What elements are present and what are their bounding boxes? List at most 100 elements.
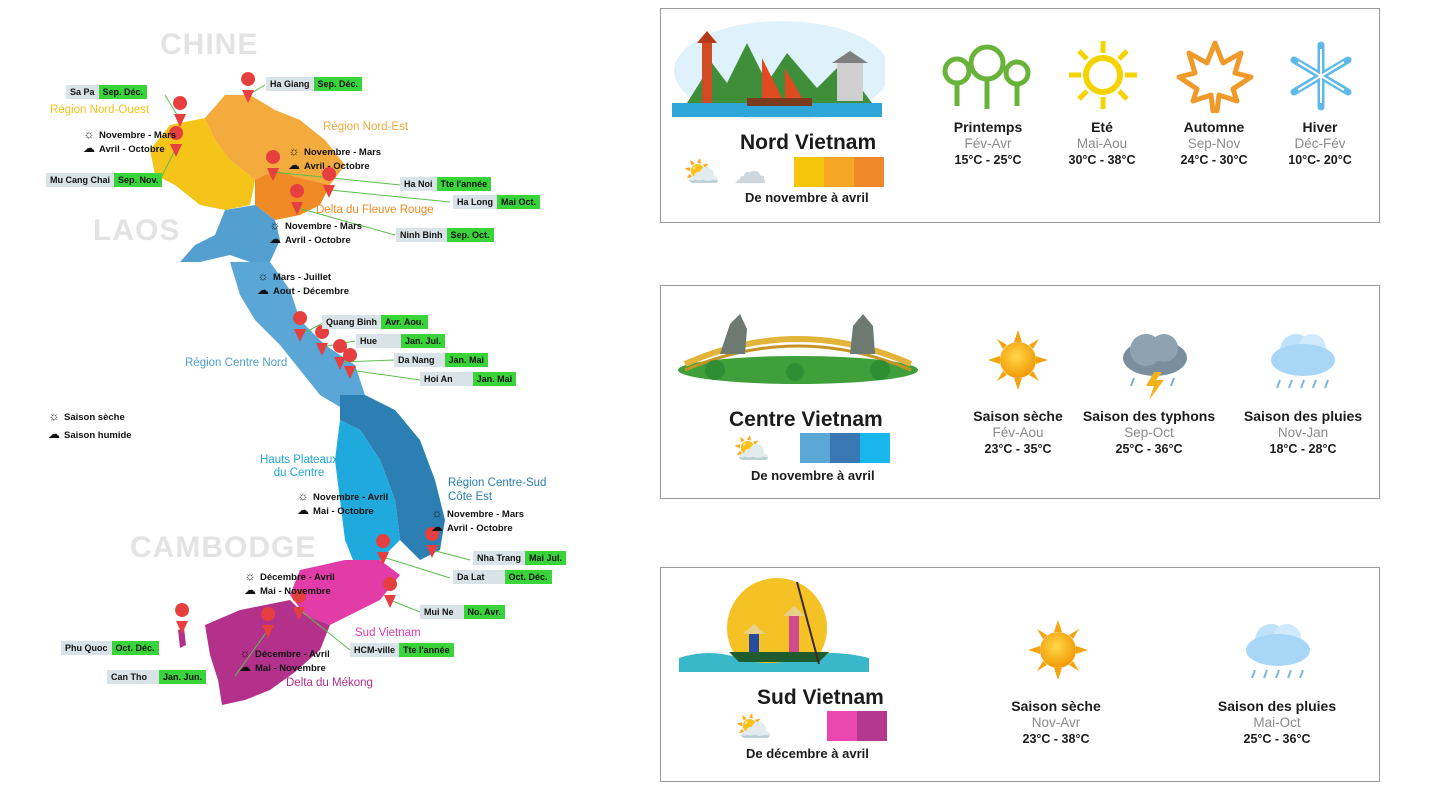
sun-icon: ☼ xyxy=(257,269,269,283)
city-tag-mucangchai: Mu Cang Chai Sep. Nov. xyxy=(46,173,163,187)
vietnam-map: CHINE LAOS CAMBODGE Région Nord-Ouest Ré… xyxy=(0,0,640,810)
season-temp: 23°C - 35°C xyxy=(984,442,1052,456)
region-label-fleuve-rouge: Delta du Fleuve Rouge xyxy=(316,204,434,216)
best-months: Sep. Déc. xyxy=(98,85,148,99)
best-months: Tte l'année xyxy=(399,643,454,657)
season-typhons: Saison des typhons Sep-Oct 25°C - 36°C xyxy=(1074,408,1224,456)
region-color-swatch xyxy=(794,157,884,187)
season-name: Eté xyxy=(1091,119,1113,135)
sun-icon xyxy=(1028,620,1088,685)
city-name: Mu Cang Chai xyxy=(46,173,114,187)
region-shape-centre-nord xyxy=(180,205,280,262)
season-printemps: Printemps Fév-Avr 15°C - 25°C xyxy=(913,119,1063,167)
season-name: Hiver xyxy=(1302,119,1338,135)
city-name: Mui Ne xyxy=(420,605,464,619)
season-name: Saison sèche xyxy=(1011,698,1101,714)
city-name: HCM-ville xyxy=(350,643,400,657)
swatch-color xyxy=(857,711,887,741)
best-months: Jan. Jul. xyxy=(401,334,446,348)
city-tag-dalat: Da Lat Oct. Déc. xyxy=(453,570,552,584)
city-tag-cantho: Can Tho Jan. Jun. xyxy=(107,670,207,684)
best-period: De décembre à avril xyxy=(746,746,869,761)
pin-icon-cantho xyxy=(261,607,276,638)
rain-cloud-icon xyxy=(1241,618,1315,697)
best-months: Jan. Mai xyxy=(472,372,517,386)
climate-note-sud: ☼ Décembre - Avril ☁ Mai - Novembre xyxy=(243,570,335,598)
season-name: Saison sèche xyxy=(973,408,1063,424)
best-months: Sep. Déc. xyxy=(313,77,363,91)
city-tag-quangbinh: Quang Binh Avr. Aou. xyxy=(322,315,428,329)
best-months: Mai Oct. xyxy=(497,195,541,209)
wet-period: Mai - Novembre xyxy=(255,663,326,674)
wet-period: Mai - Octobre xyxy=(313,506,374,517)
season-temp: 23°C - 38°C xyxy=(1022,732,1090,746)
city-name: Quang Binh xyxy=(322,315,381,329)
city-tag-hue: Hue Jan. Jul. xyxy=(356,334,446,348)
city-tag-muine: Mui Ne No. Avr. xyxy=(420,605,505,619)
wet-period: Avril - Octobre xyxy=(447,523,513,534)
region-shape-mekong xyxy=(205,600,330,705)
map-shapes xyxy=(150,72,471,705)
wet-period: Avril - Octobre xyxy=(99,144,165,155)
region-label-mekong: Delta du Mékong xyxy=(286,677,373,689)
region-color-swatch xyxy=(800,433,890,463)
sun-cloud-icon: ⛅ xyxy=(735,711,773,744)
wet-period: Avril - Octobre xyxy=(304,161,370,172)
season-temp: 24°C - 30°C xyxy=(1180,153,1248,167)
season-period: Nov-Avr xyxy=(1031,715,1081,730)
best-period: De novembre à avril xyxy=(745,190,869,205)
season-seche: Saison sèche Fév-Aou 23°C - 35°C xyxy=(943,408,1093,456)
sun-icon xyxy=(988,330,1048,395)
panel-title: Sud Vietnam xyxy=(757,686,884,709)
sun-icon: ☼ xyxy=(269,218,281,232)
city-name: Sa Pa xyxy=(66,85,99,99)
pin-icon-mucangchai xyxy=(169,126,184,157)
pin-icon-quangbinh xyxy=(293,311,308,342)
region-label-centre-sud: Région Centre-Sud Côte Est xyxy=(448,477,547,503)
season-period: Nov-Jan xyxy=(1277,425,1329,440)
rain-cloud-icon xyxy=(1266,328,1340,407)
city-name: Can Tho xyxy=(107,670,159,684)
city-tag-phuquoc: Phu Quoc Oct. Déc. xyxy=(61,641,159,655)
sun-cloud-icon: ⛅ xyxy=(683,156,721,189)
season-name: Saison des typhons xyxy=(1082,408,1216,424)
region-label-nord-ouest: Région Nord-Ouest xyxy=(50,104,150,116)
climate-note-hauts-plateaux: ☼ Novembre - Avril ☁ Mai - Octobre xyxy=(296,490,388,518)
climate-note-mekong: ☼ Décembre - Avril ☁ Mai - Novembre xyxy=(238,647,330,675)
season-temp: 25°C - 36°C xyxy=(1243,732,1311,746)
climate-note-fleuve-rouge: ☼ Novembre - Mars ☁ Avril - Octobre xyxy=(268,219,362,247)
season-temp: 15°C - 25°C xyxy=(954,153,1022,167)
panel-title: Nord Vietnam xyxy=(740,131,877,154)
season-period: Sep-Oct xyxy=(1124,425,1174,440)
region-label-hauts-plateaux: Hauts Plateaux du Centre xyxy=(260,454,338,479)
country-label-cambodge: CAMBODGE xyxy=(130,531,317,564)
golden-bridge-illustration xyxy=(678,314,918,384)
climate-note-nord-est: ☼ Novembre - Mars ☁ Avril - Octobre xyxy=(287,145,381,173)
dry-period: Novembre - Mars xyxy=(99,130,177,141)
season-name: Printemps xyxy=(953,119,1023,135)
city-tag-hanoi: Ha Noi Tte l'année xyxy=(400,177,492,191)
swatch-color xyxy=(800,433,830,463)
city-name: Hoi An xyxy=(420,372,473,386)
season-pluies: Saison des pluies Nov-Jan 18°C - 28°C xyxy=(1228,408,1378,456)
region-shape-hauts-plateaux xyxy=(335,420,400,565)
city-tag-hoian: Hoi An Jan. Mai xyxy=(420,372,517,386)
legend-wet: Saison humide xyxy=(64,430,132,441)
best-months: Mai Jul. xyxy=(525,551,567,565)
climate-note-centre-sud: ☼ Novembre - Mars ☁ Avril - Octobre xyxy=(430,507,524,535)
season-period: Fév-Aou xyxy=(992,425,1044,440)
rain-cloud-icon: ☁ xyxy=(257,283,269,297)
region-shape-nord-ouest xyxy=(150,118,255,210)
season-temp: 10°C- 20°C xyxy=(1288,153,1352,167)
season-automne: Automne Sep-Nov 24°C - 30°C xyxy=(1139,119,1289,167)
season-temp: 25°C - 36°C xyxy=(1115,442,1183,456)
region-label-sud: Sud Vietnam xyxy=(355,627,421,639)
best-months: Oct. Déc. xyxy=(504,570,552,584)
region-color-swatch xyxy=(827,711,887,741)
pin-icon-hcm xyxy=(292,589,307,620)
north-landscape-illustration xyxy=(672,21,885,119)
best-months: No. Avr. xyxy=(463,605,505,619)
city-tag-nhatrang: Nha Trang Mai Jul. xyxy=(473,551,567,565)
best-months: Avr. Aou. xyxy=(381,315,428,329)
season-hiver: Hiver Déc-Fév 10°C- 20°C xyxy=(1245,119,1395,167)
